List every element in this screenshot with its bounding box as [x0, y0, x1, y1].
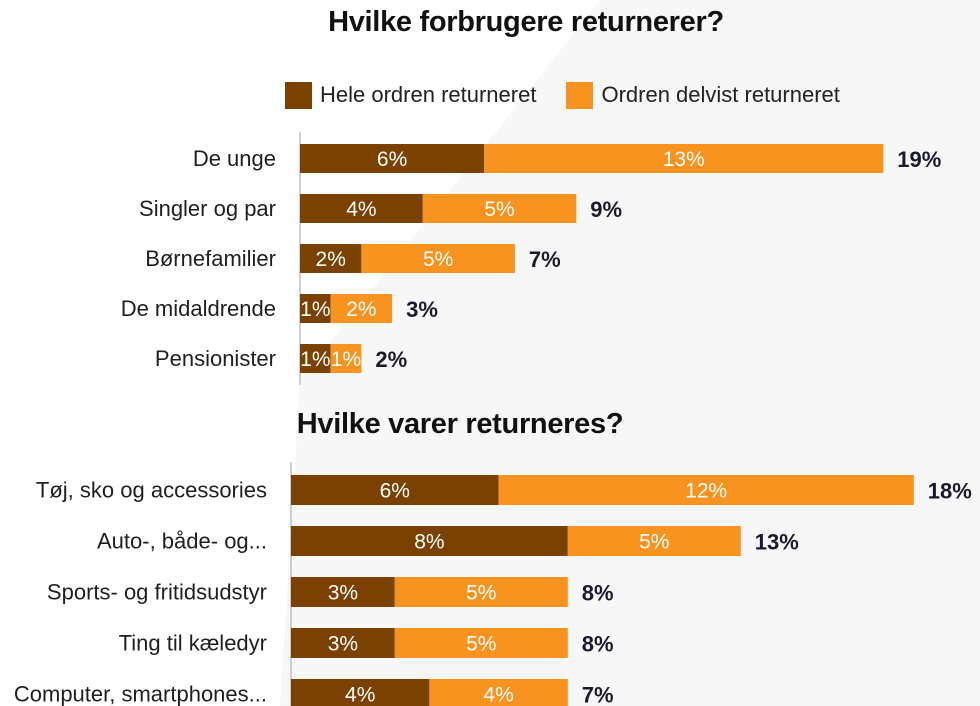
total-label: 19%	[897, 147, 941, 172]
bar-segment-whole	[300, 194, 423, 223]
total-label: 13%	[755, 530, 799, 555]
segment-label: 1%	[300, 298, 330, 321]
bar-segment-partial	[330, 344, 362, 373]
category-label: Auto-, både- og...	[97, 529, 267, 554]
total-label: 3%	[406, 297, 438, 322]
legend-item-whole: Hele ordren returneret	[285, 81, 537, 109]
segment-label: 12%	[685, 480, 727, 503]
legend-swatch-partial	[566, 81, 594, 109]
legend-item-partial: Ordren delvist returneret	[566, 81, 840, 109]
segment-label: 1%	[300, 348, 330, 371]
total-label: 9%	[590, 197, 622, 222]
segment-label: 3%	[328, 633, 358, 656]
segment-label: 6%	[380, 480, 410, 503]
category-label: Børnefamilier	[145, 246, 276, 271]
bar-segment-partial	[422, 194, 577, 223]
legend: Hele ordren returneret Ordren delvist re…	[285, 80, 870, 110]
total-label: 8%	[582, 632, 614, 657]
bar-segment-whole	[300, 344, 331, 373]
segment-label: 4%	[345, 684, 375, 706]
bar-segment-partial	[498, 475, 914, 505]
bar-segment-whole	[291, 475, 499, 505]
bar-segment-whole	[291, 628, 395, 658]
legend-label-partial: Ordren delvist returneret	[601, 82, 840, 107]
segment-label: 2%	[316, 248, 346, 271]
bar-segment-partial	[567, 526, 741, 556]
bar-segment-whole	[291, 679, 430, 706]
category-label: De midaldrende	[121, 296, 276, 321]
total-label: 7%	[529, 247, 561, 272]
segment-label: 5%	[466, 582, 496, 605]
category-label: Singler og par	[139, 196, 276, 221]
segment-label: 5%	[466, 633, 496, 656]
segment-label: 4%	[483, 684, 513, 706]
legend-swatch-whole	[285, 81, 312, 109]
bar-segment-partial	[484, 144, 884, 173]
chart-title-products: Hvilke varer returneres?	[296, 408, 624, 440]
segment-label: 4%	[346, 198, 376, 221]
segment-label: 1%	[331, 348, 361, 371]
bar-segment-partial	[330, 294, 393, 323]
segment-label: 2%	[346, 298, 376, 321]
total-label: 18%	[928, 479, 972, 504]
category-label: Pensionister	[155, 346, 276, 371]
total-label: 2%	[375, 347, 407, 372]
segment-label: 5%	[484, 198, 514, 221]
bar-segment-partial	[394, 577, 568, 607]
bar-segment-whole	[300, 294, 331, 323]
bar-segment-partial	[394, 628, 568, 658]
category-label: Sports- og fritidsudstyr	[47, 580, 267, 605]
bar-segment-whole	[300, 244, 362, 273]
segment-label: 8%	[414, 531, 444, 554]
total-label: 7%	[582, 683, 614, 706]
chart-title-consumers: Hvilke forbrugere returnerer?	[328, 6, 724, 38]
segment-label: 5%	[423, 248, 453, 271]
bar-segment-partial	[361, 244, 515, 273]
segment-label: 3%	[328, 582, 358, 605]
bar-segment-whole	[300, 144, 485, 173]
segment-label: 6%	[377, 148, 407, 171]
segment-label: 5%	[639, 531, 669, 554]
category-label: Ting til kæledyr	[119, 631, 267, 656]
bar-segment-whole	[291, 526, 568, 556]
segment-label: 13%	[663, 148, 705, 171]
bar-segment-whole	[291, 577, 395, 607]
legend-label-whole: Hele ordren returneret	[320, 82, 537, 107]
bar-segment-partial	[429, 679, 568, 706]
category-label: Computer, smartphones...	[14, 682, 267, 706]
category-label: De unge	[193, 146, 276, 171]
category-label: Tøj, sko og accessories	[36, 478, 267, 503]
total-label: 8%	[582, 581, 614, 606]
